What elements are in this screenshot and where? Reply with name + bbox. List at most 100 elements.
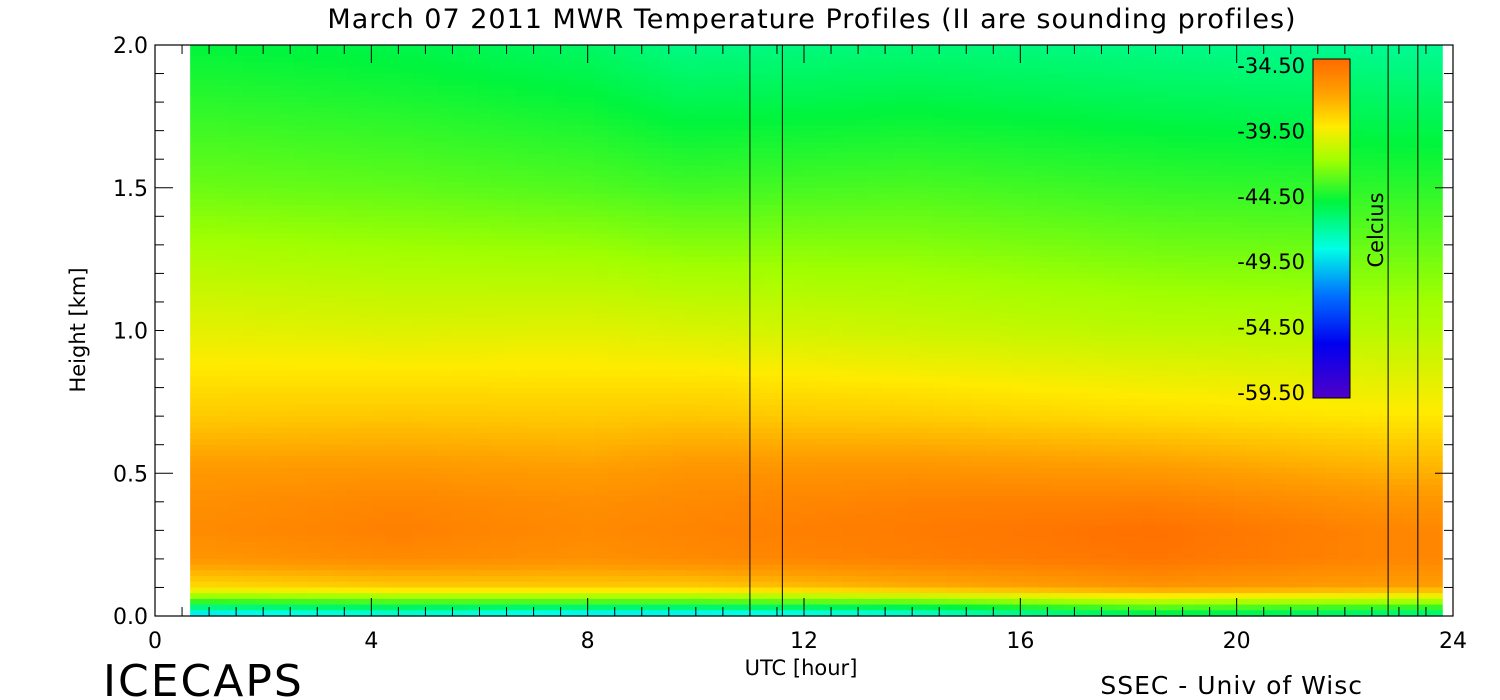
heatmap-cell: [1220, 130, 1235, 137]
heatmap-cell: [203, 153, 217, 160]
heatmap-cell: [398, 324, 413, 332]
heatmap-cell: [646, 96, 661, 103]
heatmap-cell: [1298, 187, 1313, 195]
heatmap-cell: [1194, 313, 1209, 320]
heatmap-cell: [190, 182, 204, 189]
heatmap-cell: [529, 67, 543, 75]
heatmap-cell: [1181, 307, 1195, 314]
heatmap-cell: [607, 233, 622, 240]
heatmap-cell: [790, 210, 804, 217]
heatmap-cell: [907, 301, 922, 309]
heatmap-cell: [607, 176, 622, 183]
heatmap-cell: [620, 267, 635, 274]
heatmap-cell: [907, 159, 922, 166]
heatmap-cell: [1259, 62, 1274, 69]
heatmap-cell: [268, 273, 283, 280]
heatmap-cell: [1050, 290, 1065, 297]
heatmap-cell: [1142, 273, 1156, 280]
heatmap-cell: [972, 279, 987, 286]
heatmap-cell: [750, 164, 765, 172]
heatmap-cell: [959, 107, 974, 115]
heatmap-cell: [868, 56, 882, 63]
heatmap-cell: [1129, 336, 1143, 343]
heatmap-cell: [1220, 187, 1235, 195]
heatmap-cell: [268, 113, 283, 120]
heatmap-cell: [985, 159, 1000, 166]
heatmap-cell: [359, 102, 374, 109]
heatmap-cell: [1403, 142, 1417, 149]
heatmap-cell: [477, 62, 491, 69]
heatmap-cell: [594, 330, 609, 337]
heatmap-cell: [216, 147, 230, 155]
heatmap-cell: [868, 136, 882, 143]
heatmap-cell: [790, 336, 804, 343]
heatmap-cell: [1403, 153, 1417, 160]
heatmap-cell: [946, 119, 961, 126]
heatmap-cell: [503, 102, 517, 109]
heatmap-cell: [1129, 50, 1143, 58]
heatmap-cell: [398, 261, 413, 269]
heatmap-cell: [1142, 313, 1156, 320]
heatmap-cell: [1403, 56, 1417, 63]
heatmap-cell: [372, 170, 387, 177]
heatmap-cell: [646, 301, 661, 309]
heatmap-cell: [803, 159, 817, 166]
heatmap-cell: [385, 296, 400, 303]
heatmap-cell: [998, 45, 1013, 52]
heatmap-cell: [1050, 330, 1065, 337]
heatmap-cell: [946, 227, 961, 235]
heatmap-cell: [255, 96, 269, 103]
heatmap-cell: [450, 250, 465, 257]
heatmap-cell: [477, 290, 491, 297]
heatmap-cell: [842, 84, 856, 92]
heatmap-cell: [542, 56, 556, 63]
heatmap-cell: [320, 222, 335, 229]
heatmap-cell: [620, 330, 635, 337]
heatmap-cell: [633, 187, 648, 195]
heatmap-cell: [855, 176, 869, 183]
heatmap-cell: [1037, 130, 1052, 137]
heatmap-cell: [1429, 313, 1443, 320]
heatmap-cell: [698, 256, 713, 263]
heatmap-cell: [216, 267, 230, 274]
heatmap-cell: [255, 216, 269, 223]
heatmap-cell: [294, 147, 309, 155]
heatmap-cell: [1246, 124, 1261, 132]
heatmap-cell: [790, 153, 804, 160]
heatmap-cell: [816, 84, 830, 92]
heatmap-cell: [229, 136, 243, 143]
heatmap-cell: [946, 170, 961, 177]
heatmap-cell: [542, 256, 556, 263]
heatmap-cell: [1090, 204, 1104, 212]
heatmap-cell: [868, 159, 882, 166]
heatmap-cell: [829, 256, 843, 263]
heatmap-cell: [816, 222, 830, 229]
heatmap-cell: [842, 210, 856, 217]
heatmap-cell: [790, 79, 804, 86]
heatmap-cell: [333, 273, 348, 280]
heatmap-cell: [698, 222, 713, 229]
heatmap-cell: [464, 301, 478, 309]
heatmap-cell: [777, 319, 791, 326]
heatmap-cell: [568, 176, 583, 183]
heatmap-cell: [829, 336, 843, 343]
heatmap-cell: [1050, 107, 1065, 115]
heatmap-cell: [490, 216, 504, 223]
heatmap-cell: [490, 119, 504, 126]
heatmap-cell: [1220, 301, 1235, 309]
heatmap-cell: [477, 147, 491, 155]
heatmap-cell: [1090, 170, 1104, 177]
heatmap-cell: [294, 330, 309, 337]
heatmap-cell: [424, 50, 439, 58]
heatmap-cell: [516, 73, 530, 80]
heatmap-cell: [907, 296, 922, 303]
heatmap-cell: [190, 193, 204, 200]
heatmap-cell: [1220, 56, 1235, 63]
heatmap-cell: [1181, 79, 1195, 86]
heatmap-cell: [946, 62, 961, 69]
heatmap-cell: [1037, 336, 1052, 343]
heatmap-cell: [1272, 267, 1287, 274]
heatmap-cell: [529, 50, 543, 58]
heatmap-cell: [594, 313, 609, 320]
heatmap-cell: [842, 227, 856, 235]
